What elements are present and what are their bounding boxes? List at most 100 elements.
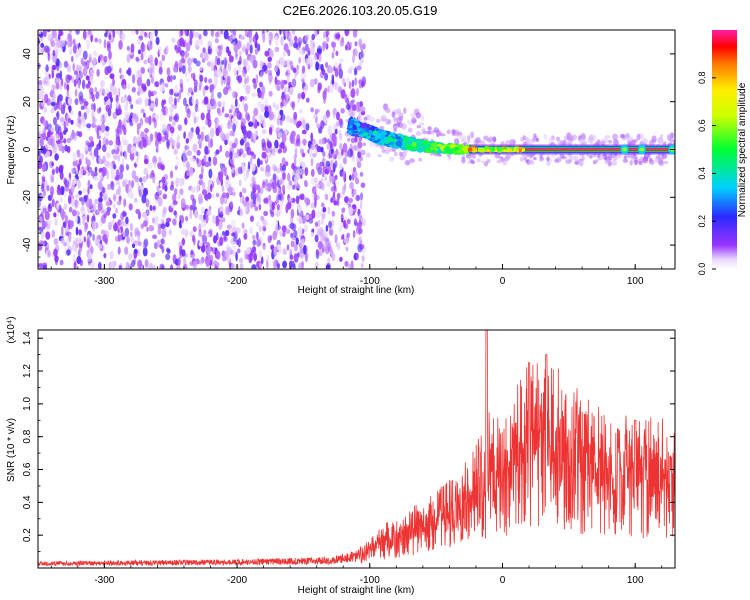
heatmap-cell	[144, 31, 147, 38]
x-tick-label: 100	[627, 575, 644, 586]
heatmap-cell	[53, 212, 57, 218]
heatmap-cell	[161, 176, 166, 183]
heatmap-cell	[348, 101, 355, 106]
heatmap-cell	[132, 135, 138, 145]
heatmap-cell	[274, 76, 278, 85]
heatmap-cell	[72, 38, 76, 46]
heatmap-cell	[342, 170, 345, 179]
heatmap-cell	[41, 183, 45, 192]
heatmap-cell	[496, 159, 502, 164]
heatmap-cell	[182, 158, 187, 168]
heatmap-cell	[243, 171, 249, 182]
heatmap-cell	[293, 42, 299, 49]
heatmap-cell	[275, 35, 278, 42]
heatmap-cell	[341, 77, 346, 85]
heatmap-cell	[280, 141, 286, 149]
heatmap-cell	[74, 199, 79, 207]
heatmap-cell	[113, 154, 118, 160]
heatmap-cell	[280, 102, 284, 108]
heatmap-cell	[60, 237, 65, 244]
heatmap-cell	[143, 112, 146, 118]
heatmap-cell	[38, 180, 41, 186]
heatmap-cell	[82, 215, 87, 221]
heatmap-cell	[39, 89, 45, 100]
heatmap-cell	[119, 220, 125, 227]
heatmap-cell	[638, 160, 643, 166]
colorbar-tick-label: 0.6	[697, 119, 707, 132]
heatmap-cell	[177, 194, 181, 200]
heatmap-cell	[533, 133, 537, 138]
heatmap-cell	[352, 30, 358, 38]
heatmap-cell	[74, 215, 78, 224]
heatmap-cell	[157, 196, 163, 207]
heatmap-cell	[276, 203, 280, 211]
heatmap-cell	[349, 174, 352, 181]
heatmap-cell	[327, 128, 331, 136]
heatmap-cell	[165, 106, 169, 116]
heatmap-cell	[353, 67, 357, 76]
heatmap-cell	[233, 44, 239, 53]
heatmap-cell	[169, 170, 174, 179]
heatmap-cell	[128, 179, 132, 187]
heatmap-cell	[335, 50, 339, 56]
heatmap-cell	[310, 176, 315, 186]
heatmap-cell	[289, 60, 293, 66]
heatmap-cell	[335, 242, 339, 247]
heatmap-cell	[219, 145, 223, 153]
snr-x-axis-label: Height of straight line (km)	[298, 585, 415, 596]
heatmap-cell	[59, 164, 64, 170]
heatmap-cell	[348, 81, 352, 90]
heatmap-cell	[66, 83, 70, 92]
heatmap-cell	[546, 156, 550, 162]
heatmap-cell	[95, 91, 100, 100]
heatmap-cell	[566, 135, 573, 141]
heatmap-cell	[286, 244, 290, 251]
heatmap-cell	[600, 140, 606, 146]
heatmap-cell	[230, 104, 234, 111]
heatmap-cell	[345, 77, 350, 83]
heatmap-cell	[409, 158, 415, 164]
heatmap-cell	[75, 166, 78, 175]
heatmap-cell	[231, 226, 237, 233]
heatmap-cell	[282, 184, 285, 193]
heatmap-cell	[175, 155, 179, 161]
heatmap-cell	[38, 45, 41, 56]
heatmap-cell	[328, 220, 333, 229]
heatmap-cell	[346, 218, 351, 225]
heatmap-cell	[217, 91, 222, 99]
heatmap-cell	[59, 70, 63, 80]
heatmap-cell	[104, 112, 107, 122]
heatmap-cell	[71, 167, 75, 174]
heatmap-cell	[215, 31, 219, 38]
heatmap-cell	[176, 141, 181, 150]
heatmap-cell	[252, 193, 257, 199]
heatmap-cell	[280, 79, 285, 89]
heatmap-cell	[268, 126, 273, 136]
heatmap-cell	[262, 33, 266, 43]
heatmap-cell	[279, 30, 282, 35]
heatmap-cell	[281, 157, 286, 166]
heatmap-cell	[206, 133, 210, 141]
heatmap-cell	[72, 44, 77, 54]
heatmap-cell	[322, 206, 327, 213]
heatmap-cell	[72, 152, 77, 162]
heatmap-cell	[274, 46, 280, 53]
heatmap-cell	[305, 43, 309, 52]
heatmap-cell	[238, 179, 242, 186]
heatmap-cell	[256, 157, 261, 168]
heatmap-cell	[197, 139, 203, 145]
heatmap-cell	[204, 85, 209, 91]
heatmap-cell	[350, 137, 356, 144]
heatmap-cell	[130, 43, 135, 54]
heatmap-cell	[260, 71, 263, 79]
heatmap-cell	[224, 113, 230, 118]
heatmap-cell	[291, 78, 297, 88]
heatmap-cell	[77, 115, 81, 124]
heatmap-cell	[80, 205, 86, 212]
heatmap-cell	[126, 45, 130, 51]
heatmap-cell	[259, 160, 263, 165]
heatmap-cell	[75, 122, 81, 128]
heatmap-cell	[191, 111, 196, 119]
heatmap-cell	[51, 198, 55, 208]
heatmap-cell	[46, 98, 51, 106]
